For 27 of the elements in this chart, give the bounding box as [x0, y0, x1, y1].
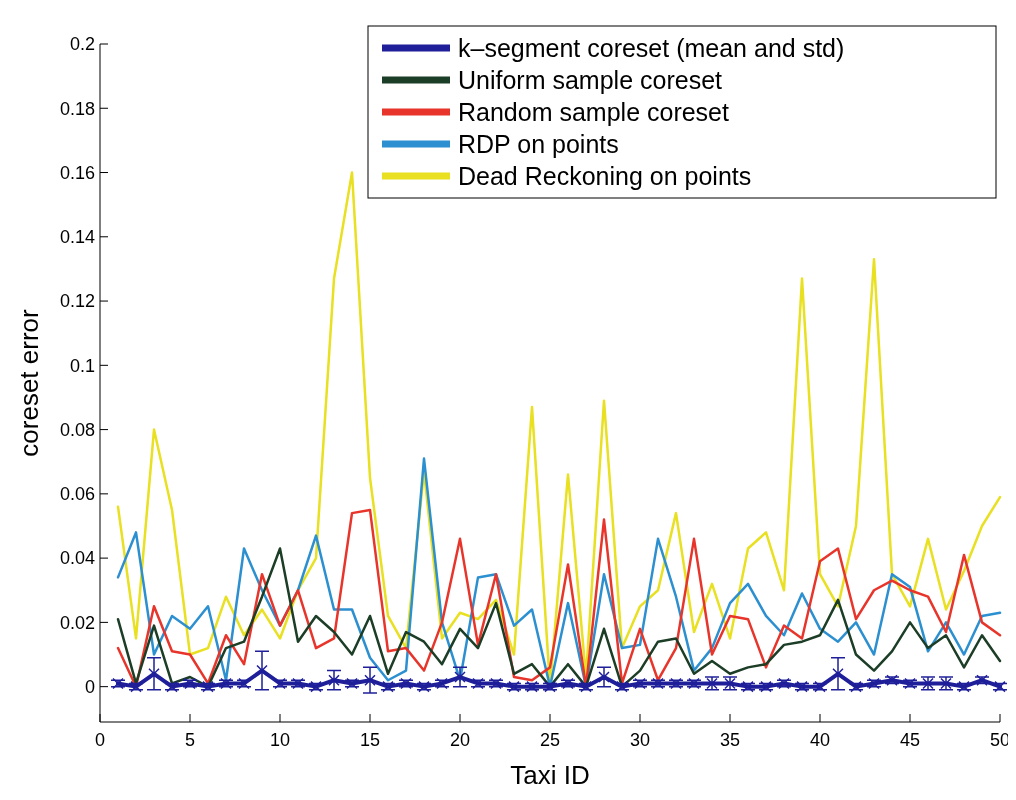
y-tick-label: 0.14 [59, 227, 95, 248]
x-tick-label: 40 [809, 730, 831, 750]
y-tick-label: 0.02 [59, 612, 95, 633]
y-tick-label: 0.16 [59, 162, 95, 183]
legend-label: k–segment coreset (mean and std) [458, 33, 845, 62]
y-tick-label: 0.12 [59, 291, 95, 312]
y-tick-label: 0.04 [59, 548, 95, 569]
x-tick-label: 45 [899, 730, 921, 750]
legend-label: Dead Reckoning on points [458, 161, 752, 190]
y-tick-label: 0.18 [59, 98, 95, 119]
y-axis-title: coreset error [14, 308, 44, 457]
y-tick-label: 0 [84, 676, 95, 697]
x-tick-label: 25 [539, 730, 561, 750]
x-tick-label: 15 [359, 730, 381, 750]
y-tick-label: 0.08 [59, 419, 95, 440]
y-tick-label: 0.06 [59, 484, 95, 505]
x-tick-label: 30 [629, 730, 651, 750]
x-tick-label: 35 [719, 730, 741, 750]
y-tick-label: 0.2 [69, 34, 95, 55]
y-tick-label: 0.1 [69, 355, 95, 376]
legend-label: Uniform sample coreset [458, 65, 723, 94]
legend-label: RDP on points [458, 129, 619, 158]
x-tick-label: 5 [184, 730, 196, 750]
x-tick-label: 20 [449, 730, 471, 750]
x-axis-title: Taxi ID [510, 760, 590, 790]
legend-label: Random sample coreset [458, 97, 730, 126]
x-tick-label: 10 [269, 730, 291, 750]
